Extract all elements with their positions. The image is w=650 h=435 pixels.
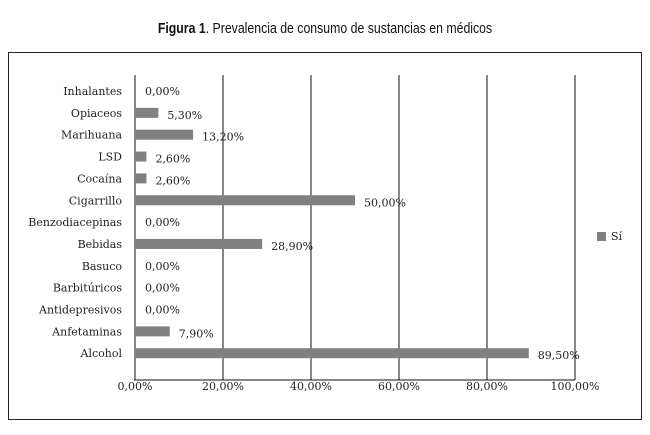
category-label: Bebidas [78,238,123,251]
bar [135,348,529,359]
category-label: LSD [98,151,122,164]
bar [135,173,147,184]
data-label: 0,00% [145,304,180,317]
x-tick-label: 100,00% [551,380,600,393]
data-label: 0,00% [145,85,180,98]
x-tick-label: 60,00% [378,380,420,393]
bar [135,238,263,249]
category-label: Inhalantes [63,85,122,98]
chart-title: Figura 1. Prevalencia de consumo de sust… [59,20,592,37]
data-label: 28,90% [271,240,313,253]
data-label: 7,90% [179,327,214,340]
data-label: 0,00% [145,282,180,295]
x-tick-label: 20,00% [202,380,244,393]
category-label: Opiaceos [71,107,122,120]
category-label: Cocaína [77,172,122,185]
x-tick-label: 40,00% [290,380,332,393]
category-label: Antidepresivos [38,304,122,317]
data-label: 0,00% [145,260,180,273]
category-label: Marihuana [61,129,122,142]
bar [135,107,159,118]
data-label: 13,20% [202,131,244,144]
chart-frame [8,52,642,420]
figure-number: Figura 1 [157,20,206,37]
bar [135,129,194,140]
legend-label: Sí [611,230,623,243]
data-label: 0,00% [145,216,180,229]
data-label: 50,00% [364,196,406,209]
bar [135,151,147,162]
data-label: 2,60% [155,153,190,166]
data-label: 89,50% [538,349,580,362]
bar [135,195,355,206]
category-label: Alcohol [80,347,123,360]
category-label: Anfetaminas [51,325,122,338]
x-tick-label: 80,00% [466,380,508,393]
legend-swatch [597,232,606,241]
x-tick-label: 0,00% [118,380,153,393]
title-text: . Prevalencia de consumo de sustancias e… [205,20,493,37]
category-label: Basuco [82,260,123,273]
category-label: Cigarrillo [69,194,123,207]
data-label: 5,30% [167,109,202,122]
category-label: Benzodiacepinas [28,216,122,229]
data-label: 2,60% [155,174,190,187]
bar [135,326,170,337]
category-label: Barbitúricos [53,282,123,295]
